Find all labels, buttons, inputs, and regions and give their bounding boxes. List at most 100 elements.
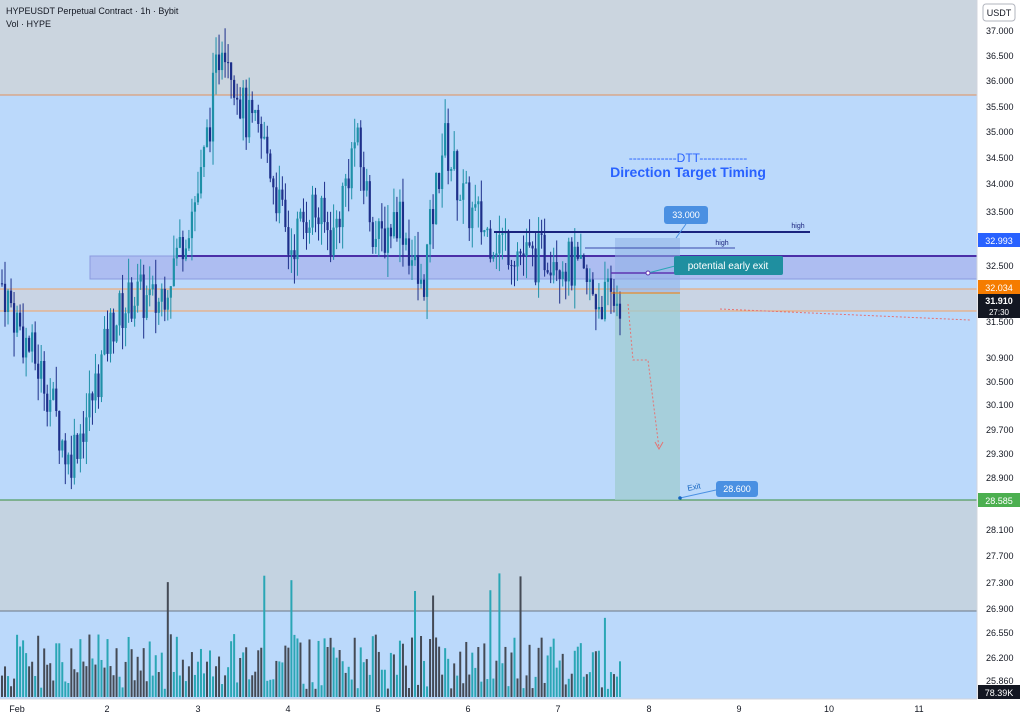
candle-body (444, 123, 447, 156)
volume-bar (371, 636, 374, 697)
time-tick-label: 4 (285, 704, 290, 714)
volume-bar (495, 660, 498, 697)
candle-body (459, 199, 462, 201)
candle-body (299, 211, 302, 219)
volume-bar (314, 688, 317, 697)
candle-body (576, 246, 579, 259)
volume-bar (130, 649, 133, 697)
candle-body (269, 153, 272, 179)
volume-bar (453, 663, 456, 697)
candle-body (356, 127, 359, 143)
volume-bar (169, 634, 172, 697)
exit-label-box[interactable] (716, 481, 758, 497)
price-axis[interactable] (977, 0, 1024, 700)
prev-close-badge (978, 280, 1020, 294)
candle-body (606, 278, 610, 282)
volume-bar (196, 661, 199, 697)
candle-body (157, 301, 160, 313)
volume-bar (594, 651, 597, 697)
candle-body (239, 99, 242, 119)
candle-body (127, 282, 130, 314)
volume-bar (133, 680, 136, 697)
volume-bar (43, 648, 46, 697)
volume-bar (218, 656, 221, 697)
projection-lower-box (615, 293, 680, 500)
volume-bar (606, 688, 609, 697)
candle-body (525, 242, 528, 256)
volume-bar (151, 675, 154, 697)
volume-bar (356, 688, 359, 697)
volume-bar (172, 671, 175, 697)
volume-bar (112, 675, 115, 697)
exit-price-badge-text: 28.585 (985, 496, 1013, 506)
volume-bar (353, 637, 356, 697)
upper-zone (0, 0, 977, 95)
time-axis[interactable] (0, 699, 1024, 719)
volume-bar (531, 688, 534, 697)
volume-bar (251, 675, 254, 697)
volume-bar (257, 650, 260, 697)
volume-bar (438, 646, 441, 697)
candle-body (187, 238, 191, 249)
volume-bar (444, 648, 447, 697)
volume-bar (227, 667, 230, 697)
volume-bar (492, 678, 495, 697)
volume-bar (115, 648, 118, 697)
candle-body (230, 62, 233, 80)
volume-bar (118, 676, 121, 697)
candle-body (64, 440, 67, 465)
candle-body (495, 253, 498, 256)
candle-body (422, 279, 426, 297)
volume-bar (507, 686, 510, 697)
candle-body (97, 373, 100, 398)
candle-body (543, 234, 546, 271)
volume-bars-group (1, 573, 621, 697)
volume-bar (335, 657, 338, 697)
volume-bar (121, 687, 124, 697)
candle-body (567, 241, 570, 282)
volume-bar (404, 665, 407, 697)
price-tick-label: 30.900 (986, 353, 1014, 363)
volume-bar (362, 662, 365, 697)
early-exit-anchor (645, 270, 651, 276)
currency-button[interactable] (982, 3, 1016, 22)
candle-body (555, 262, 558, 271)
candle-body (489, 228, 492, 259)
volume-bar (275, 660, 278, 697)
candle-body (419, 279, 423, 284)
candle-body (275, 187, 278, 214)
volume-bar (205, 661, 208, 697)
candle-body (121, 293, 124, 328)
volume-bar (181, 659, 184, 697)
candle-body (266, 136, 269, 154)
early-exit-label-box[interactable] (674, 256, 783, 275)
price-tick-label: 33.500 (986, 207, 1014, 217)
volume-bar (193, 674, 196, 697)
candle-body (46, 393, 49, 412)
candle-body (169, 286, 172, 298)
volume-bar (184, 681, 187, 697)
target-label-box[interactable] (664, 206, 708, 224)
candle-body (537, 233, 540, 283)
dtt-subtitle: Direction Target Timing (610, 164, 766, 180)
candle-body (190, 211, 194, 239)
volume-bar (522, 688, 525, 697)
volume-bar (40, 687, 43, 697)
volume-bar (91, 658, 94, 697)
volume-bar (49, 663, 52, 697)
volume-bar (513, 637, 516, 697)
volume-bar (534, 676, 537, 697)
candle-body (486, 228, 489, 231)
volume-bar (52, 680, 55, 697)
price-tick-label: 34.000 (986, 179, 1014, 189)
candle-body (410, 260, 414, 266)
candle-body (462, 183, 465, 200)
volume-bar (236, 682, 239, 697)
candle-body (73, 434, 76, 478)
volume-bar (28, 666, 31, 697)
candle-body (338, 218, 341, 228)
countdown-text: 27:30 (989, 308, 1010, 317)
volume-bar (209, 650, 212, 697)
candle-body (368, 181, 371, 223)
